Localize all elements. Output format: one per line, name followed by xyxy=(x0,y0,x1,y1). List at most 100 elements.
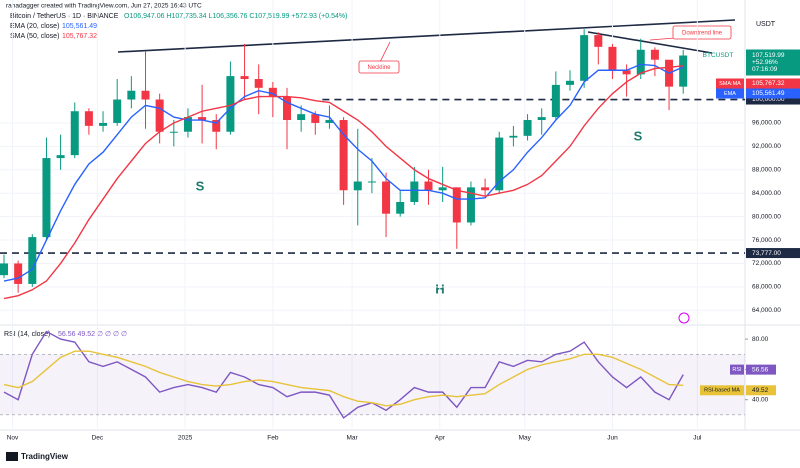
y-tick-label: 76,000.00 xyxy=(752,237,781,244)
event-icon[interactable] xyxy=(678,312,690,324)
candle-body xyxy=(537,117,546,121)
candle-body xyxy=(268,87,277,97)
rsi-value-tag xyxy=(746,385,776,396)
last-price-change: +52.96% xyxy=(752,59,778,66)
ema-legend-value: 105,561.49 xyxy=(62,23,97,30)
x-tick-label: Mar xyxy=(346,435,358,442)
candle-body xyxy=(566,80,574,85)
x-tick-label: Apr xyxy=(435,435,446,442)
y-tick-label: 80,000.00 xyxy=(752,213,781,220)
ma-line xyxy=(3,65,684,300)
candle-body xyxy=(254,79,263,88)
candle-body xyxy=(113,99,122,123)
candle-body xyxy=(99,122,108,126)
candle-body xyxy=(297,114,306,121)
y-tick-label: 92,000.00 xyxy=(752,143,781,150)
candle-body xyxy=(608,46,617,71)
x-tick-label: Feb xyxy=(267,435,279,442)
candle-body xyxy=(382,181,391,214)
candle-body xyxy=(636,49,645,75)
last-price-tag xyxy=(746,49,800,76)
x-tick-label: 2025 xyxy=(178,435,193,442)
downtrend-pointer xyxy=(649,37,676,41)
level-tag xyxy=(746,248,800,259)
series-name: EMA xyxy=(724,91,736,97)
candle-body xyxy=(311,114,320,123)
ma-line xyxy=(3,63,684,282)
candle-body xyxy=(594,35,603,47)
rsi-name-tag xyxy=(700,385,744,396)
y-tick-label: 64,000.00 xyxy=(752,307,781,314)
candle-body xyxy=(141,90,150,100)
candle-body xyxy=(0,263,8,276)
sma-legend: SMA (50, close) xyxy=(10,33,59,40)
candle-body xyxy=(396,201,405,214)
level-label: 100,000.00 xyxy=(752,96,785,103)
ema-legend: EMA (20, close) xyxy=(10,23,59,30)
candle-body xyxy=(580,35,589,81)
x-tick-label: Dec xyxy=(92,435,104,442)
candle-body xyxy=(226,76,235,132)
footer: TradingView xyxy=(21,452,69,461)
candle-body xyxy=(523,120,532,136)
candle-body xyxy=(56,155,65,159)
last-price-countdown: 07:16:09 xyxy=(752,66,778,73)
candle-body xyxy=(353,181,362,191)
last-price-label: 107,519.99 xyxy=(752,52,785,59)
series-value-tag xyxy=(746,78,800,89)
candle-body xyxy=(127,90,136,100)
candle-body xyxy=(183,117,192,132)
downtrend-line xyxy=(587,31,713,54)
rsi-value: 56.56 xyxy=(752,366,769,373)
candle-body xyxy=(452,187,461,223)
x-tick-label: Nov xyxy=(7,435,19,442)
candle-body xyxy=(14,263,23,284)
y-tick-label: 96,000.00 xyxy=(752,120,781,127)
rsi-name: RSI-based MA xyxy=(704,388,740,394)
candle-body xyxy=(551,84,560,118)
right-shoulder-label: S xyxy=(634,128,643,143)
candle-body xyxy=(84,111,93,126)
candle-body xyxy=(283,96,291,121)
candle-body xyxy=(70,111,79,156)
y-tick-label: 88,000.00 xyxy=(752,167,781,174)
candle-body xyxy=(212,120,221,132)
candle-body xyxy=(424,181,433,191)
candle-body xyxy=(509,135,518,138)
candle-body xyxy=(650,49,659,60)
candle-body xyxy=(466,187,475,223)
y-tick-label: 68,000.00 xyxy=(752,284,781,291)
series-value: 105,767.32 xyxy=(752,80,785,87)
y-tick-label: 84,000.00 xyxy=(752,190,781,197)
candle-body xyxy=(42,158,51,238)
x-tick-label: Jun xyxy=(607,435,618,442)
rsi-readout: 56.56 49.52 ∅ ∅ ∅ ∅ xyxy=(58,331,127,338)
last-price-name: BTCUSDT xyxy=(703,52,734,59)
candle-body xyxy=(622,70,631,75)
candle-body xyxy=(155,99,164,132)
sma-legend-value: 105,767.32 xyxy=(62,33,97,40)
downtrend-box xyxy=(672,25,732,40)
candle-body xyxy=(367,181,376,183)
candle-body xyxy=(240,76,249,80)
symbol: Bitcoin / TetherUS · 1D · BINANCE xyxy=(10,13,119,20)
series-name-tag xyxy=(716,88,744,99)
rsi-value-tag xyxy=(746,364,776,375)
credit: ranadagger created with TradingView.com,… xyxy=(6,3,202,10)
rsi-name-tag xyxy=(730,364,744,375)
candle-body xyxy=(198,117,207,121)
currency: USDT xyxy=(756,21,776,28)
series-value-tag xyxy=(746,88,800,99)
rsi-tick-label: 40.00 xyxy=(752,396,769,403)
series-name-tag xyxy=(716,78,744,89)
rsi-value: 49.52 xyxy=(752,387,769,394)
neckline xyxy=(117,19,736,53)
neckline-box xyxy=(358,60,400,74)
x-tick-label: May xyxy=(519,435,532,442)
rsi-tick-label: 80.00 xyxy=(752,336,769,343)
candle-body xyxy=(438,187,447,191)
neckline-label: Neckline xyxy=(367,65,391,71)
candle-body xyxy=(28,237,37,284)
level-label: 73,777.00 xyxy=(752,250,781,257)
